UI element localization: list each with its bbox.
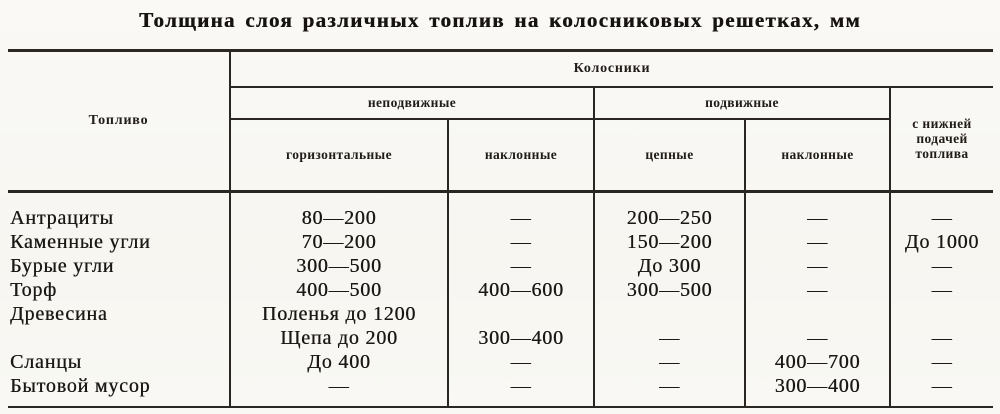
value-cell-chain: 300—500 (594, 278, 746, 302)
table-row-wood: Древесина Поленья до 1200 Щепа до 200 30… (8, 302, 993, 350)
wood-chips-value: Щепа до 200 (280, 327, 398, 349)
table-row-peat: Торф 400—500 400—600 300—500 — — (8, 278, 993, 302)
value-cell-bottom-feed: — (931, 255, 953, 277)
table-row-household-refuse: Бытовой мусор — — — 300—400 — (8, 374, 993, 407)
value-cell-horizontal: 80—200 (230, 191, 449, 230)
value-cell-inclined-movable: — (745, 191, 891, 230)
value-cell-horizontal: Поленья до 1200 Щепа до 200 (230, 302, 449, 350)
value-cell-inclined-fixed: 300—400 (448, 302, 595, 350)
value-cell-horizontal: 300—500 (230, 254, 449, 278)
table-row-anthracites: Антрациты 80—200 — 200—250 — — (8, 191, 993, 230)
value-cell-horizontal: 400—500 (230, 278, 449, 302)
table-row-hard-coals: Каменные угли 70—200 — 150—200 — До 1000 (8, 230, 993, 254)
value-cell-inclined-movable: — (745, 278, 891, 302)
value-cell-bottom-feed: — (931, 375, 953, 397)
header-bottom-feed-cell: с нижней подачей топлива (889, 86, 993, 193)
value-cell-bottom-feed: — (931, 207, 953, 229)
value-cell-bottom-feed: — (931, 327, 953, 349)
header-fuel-cell: Топливо (8, 50, 231, 193)
value-cell-chain: — (594, 302, 746, 350)
value-cell-inclined-fixed: 400—600 (448, 278, 595, 302)
column-header-horizontal: горизонтальные (230, 118, 449, 193)
fuel-name-cell: Бурые угли (8, 254, 231, 278)
fuel-name-cell: Бытовой мусор (8, 374, 231, 407)
value-cell-bottom-feed: До 1000 (904, 231, 980, 253)
value-cell-horizontal: — (230, 374, 449, 407)
value-cell-inclined-movable: 300—400 (745, 374, 891, 407)
value-cell-horizontal: До 400 (230, 350, 449, 374)
fuel-name-cell: Антрациты (8, 191, 231, 230)
value-cell-inclined-fixed: — (448, 191, 595, 230)
header-movable-group-cell: подвижные (594, 86, 891, 120)
column-header-chain: цепные (594, 118, 746, 193)
value-cell-chain: 200—250 (594, 191, 746, 230)
fuel-name-cell: Торф (8, 278, 231, 302)
table-row-shales: Сланцы До 400 — — 400—700 — (8, 350, 993, 374)
value-cell-inclined-fixed: — (448, 350, 595, 374)
value-cell-inclined-movable: — (745, 254, 891, 278)
value-cell-inclined-fixed: — (448, 230, 595, 254)
page-title: Толщина слоя различных топлив на колосни… (139, 8, 861, 32)
value-cell-inclined-movable: — (745, 302, 891, 350)
fuel-layer-thickness-table: Топливо Колосники неподвижные подвижные … (8, 49, 993, 408)
table-body: Антрациты 80—200 — 200—250 — — Каменные … (8, 191, 993, 407)
fuel-name-cell: Древесина (8, 302, 231, 350)
wood-logs-value: Поленья до 1200 (261, 303, 417, 325)
column-header-inclined-movable: наклонные (745, 118, 891, 193)
value-cell-chain: — (594, 374, 746, 407)
value-cell-inclined-fixed: — (448, 254, 595, 278)
value-cell-inclined-fixed: — (448, 374, 595, 407)
value-cell-inclined-movable: — (745, 230, 891, 254)
value-cell-bottom-feed: — (931, 351, 953, 373)
fuel-name-cell: Каменные угли (8, 230, 231, 254)
value-cell-bottom-feed: — (931, 279, 953, 301)
table-row-brown-coals: Бурые угли 300—500 — До 300 — — (8, 254, 993, 278)
header-grates-group-cell: Колосники (230, 50, 993, 88)
value-cell-chain: 150—200 (594, 230, 746, 254)
value-cell-chain: — (594, 350, 746, 374)
value-cell-horizontal: 70—200 (230, 230, 449, 254)
table-header: Топливо Колосники неподвижные подвижные … (8, 50, 993, 193)
value-cell-chain: До 300 (594, 254, 746, 278)
fuel-name-cell: Сланцы (8, 350, 231, 374)
column-header-inclined-fixed: наклонные (448, 118, 595, 193)
header-fixed-group-cell: неподвижные (230, 86, 595, 120)
value-cell-inclined-movable: 400—700 (745, 350, 891, 374)
